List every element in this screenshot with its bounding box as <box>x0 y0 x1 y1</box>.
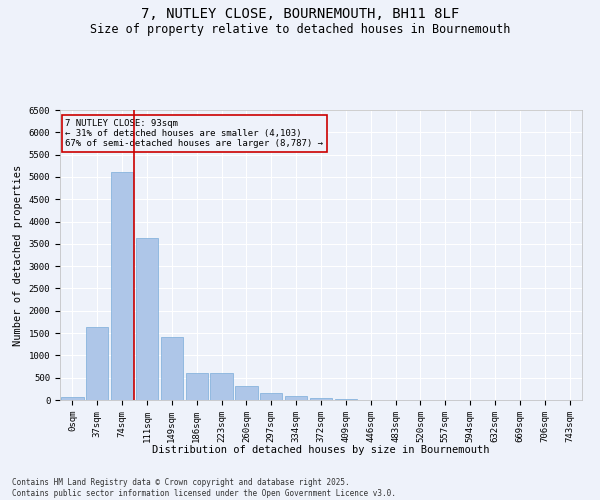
Bar <box>185 372 208 400</box>
Text: 7, NUTLEY CLOSE, BOURNEMOUTH, BH11 8LF: 7, NUTLEY CLOSE, BOURNEMOUTH, BH11 8LF <box>141 8 459 22</box>
X-axis label: Distribution of detached houses by size in Bournemouth: Distribution of detached houses by size … <box>152 445 490 455</box>
Bar <box>260 393 283 400</box>
Bar <box>335 399 357 400</box>
Bar <box>86 327 109 400</box>
Y-axis label: Number of detached properties: Number of detached properties <box>13 164 23 346</box>
Bar <box>235 386 257 400</box>
Bar <box>61 397 83 400</box>
Text: Size of property relative to detached houses in Bournemouth: Size of property relative to detached ho… <box>90 22 510 36</box>
Bar <box>136 238 158 400</box>
Bar <box>211 372 233 400</box>
Bar <box>285 396 307 400</box>
Bar <box>111 172 133 400</box>
Text: 7 NUTLEY CLOSE: 93sqm
← 31% of detached houses are smaller (4,103)
67% of semi-d: 7 NUTLEY CLOSE: 93sqm ← 31% of detached … <box>65 118 323 148</box>
Text: Contains HM Land Registry data © Crown copyright and database right 2025.
Contai: Contains HM Land Registry data © Crown c… <box>12 478 396 498</box>
Bar <box>161 336 183 400</box>
Bar <box>310 398 332 400</box>
